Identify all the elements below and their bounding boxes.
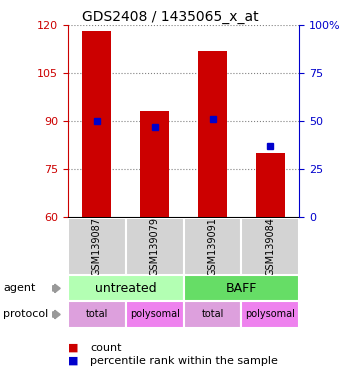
Text: BAFF: BAFF [226,282,257,295]
Text: count: count [90,343,122,353]
Text: ■: ■ [68,356,79,366]
Text: GDS2408 / 1435065_x_at: GDS2408 / 1435065_x_at [82,10,258,23]
FancyBboxPatch shape [184,275,299,301]
FancyBboxPatch shape [68,275,184,301]
Text: GSM139091: GSM139091 [207,217,218,276]
FancyBboxPatch shape [184,218,241,275]
FancyBboxPatch shape [241,301,299,328]
Text: agent: agent [3,283,36,293]
Text: total: total [201,310,224,319]
FancyBboxPatch shape [184,301,241,328]
Bar [198,51,227,217]
Bar [140,111,169,217]
Text: GSM139087: GSM139087 [92,217,102,276]
FancyBboxPatch shape [241,218,299,275]
Bar [256,153,285,217]
Text: GSM139079: GSM139079 [150,217,160,276]
Text: polysomal: polysomal [245,310,295,319]
Text: percentile rank within the sample: percentile rank within the sample [90,356,278,366]
FancyBboxPatch shape [68,218,126,275]
Text: untreated: untreated [95,282,157,295]
Text: ■: ■ [68,343,79,353]
Text: GSM139084: GSM139084 [265,217,275,276]
Bar [82,31,112,217]
FancyBboxPatch shape [126,218,184,275]
FancyBboxPatch shape [68,301,126,328]
Text: polysomal: polysomal [130,310,180,319]
Text: protocol: protocol [3,310,49,319]
Text: total: total [86,310,108,319]
FancyBboxPatch shape [126,301,184,328]
